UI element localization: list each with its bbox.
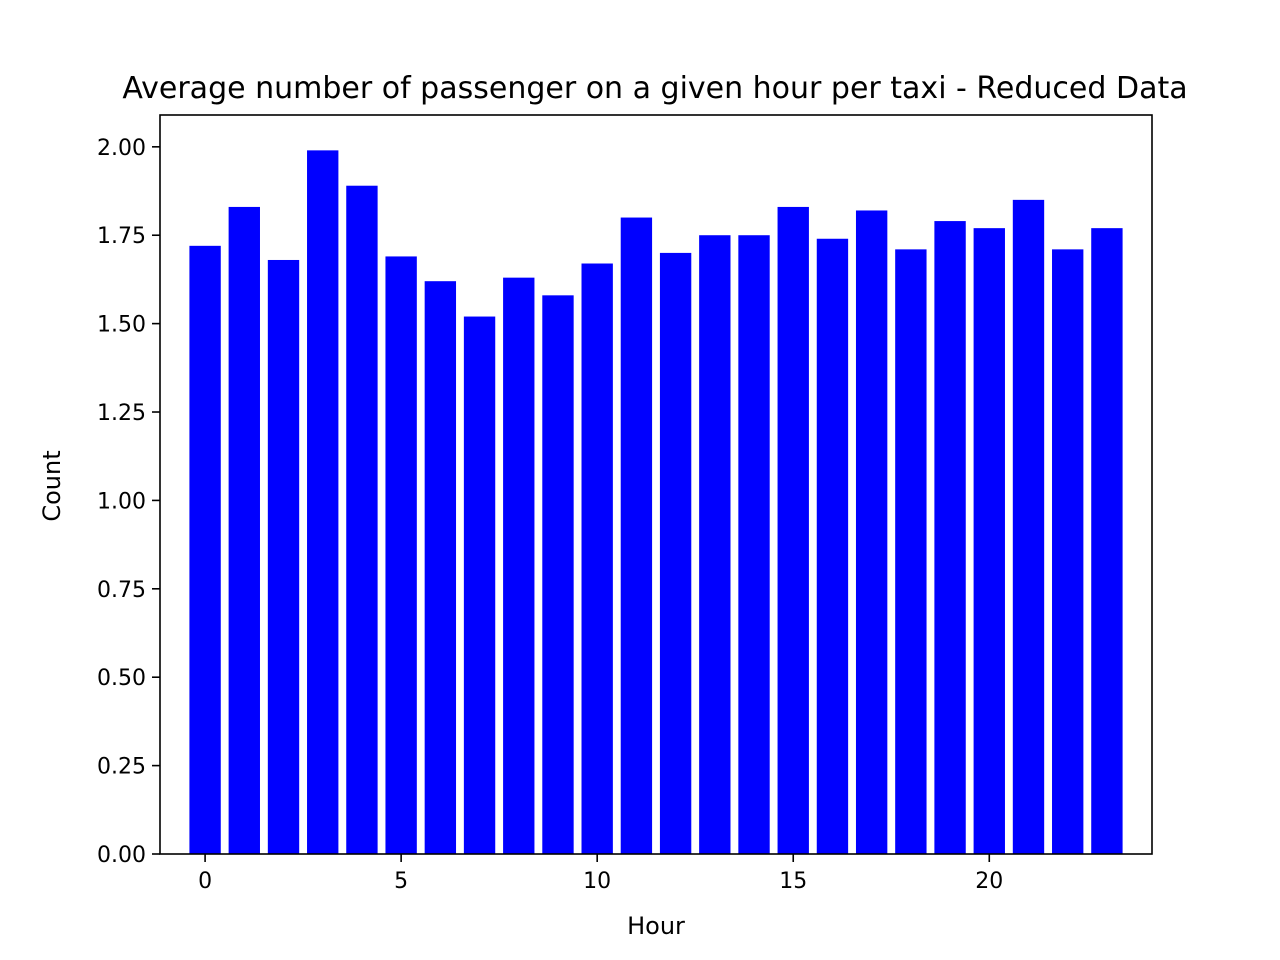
x-axis-label: Hour [627, 912, 685, 940]
x-tick-label: 0 [198, 869, 212, 894]
bar-hour-8 [503, 277, 535, 854]
y-axis-label: Count [38, 450, 66, 521]
chart-title: Average number of passenger on a given h… [122, 71, 1187, 106]
y-tick-label: 0.25 [97, 755, 146, 780]
x-tick-label: 5 [394, 869, 408, 894]
y-axis: 0.00 0.25 0.50 0.75 1.00 1.25 1.50 1.75 2.00 [97, 136, 160, 868]
bar-hour-10 [581, 263, 613, 854]
x-tick-label: 20 [975, 869, 1003, 894]
bar-hour-14 [738, 235, 770, 854]
y-tick-label: 1.50 [97, 313, 146, 338]
plot-frame [159, 114, 1153, 855]
bars-group [189, 150, 1123, 855]
y-tick-label: 1.75 [97, 224, 146, 249]
bar-hour-16 [816, 238, 849, 854]
y-tick-label: 0.00 [97, 843, 146, 868]
bar-hour-0 [189, 245, 221, 854]
bar-hour-7 [463, 316, 496, 855]
bar-hour-21 [1012, 199, 1045, 855]
bar-hour-23 [1091, 228, 1123, 855]
x-axis: 0 5 10 15 20 [198, 854, 1003, 894]
bar-hour-18 [895, 249, 927, 854]
bar-hour-6 [424, 281, 457, 854]
bar-hour-19 [934, 221, 966, 855]
bar-hour-22 [1052, 249, 1084, 854]
y-tick-label: 1.25 [97, 401, 146, 426]
y-tick-label: 1.00 [97, 489, 146, 514]
x-tick-label: 10 [583, 869, 611, 894]
bar-hour-5 [385, 256, 417, 854]
bar-hour-1 [228, 206, 260, 855]
bar-hour-3 [307, 150, 339, 854]
bar-hour-15 [777, 206, 809, 855]
bar-hour-4 [346, 185, 378, 854]
bar-hour-13 [699, 235, 731, 854]
bar-hour-17 [855, 210, 888, 855]
bar-hour-12 [659, 252, 692, 854]
bar-hour-11 [620, 217, 653, 855]
y-tick-label: 2.00 [97, 136, 146, 161]
bar-hour-20 [973, 228, 1005, 855]
y-tick-label: 0.50 [97, 666, 146, 691]
bar-hour-2 [267, 259, 300, 854]
y-tick-label: 0.75 [97, 578, 146, 603]
bar-hour-9 [542, 295, 574, 854]
x-tick-label: 15 [779, 869, 807, 894]
